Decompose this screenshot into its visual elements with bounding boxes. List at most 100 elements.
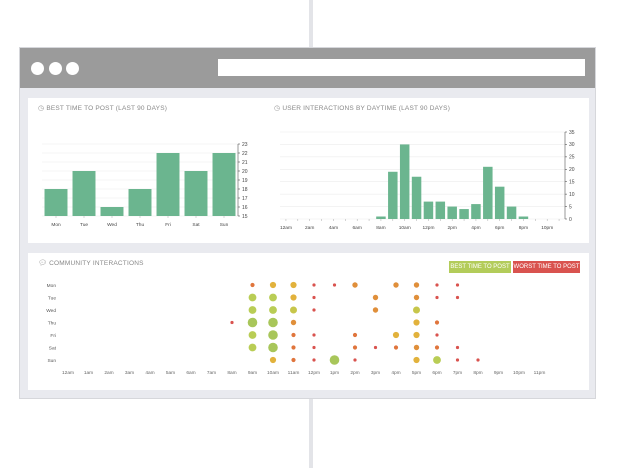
bar: [435, 201, 446, 219]
interaction-dot: [291, 345, 296, 350]
interaction-dot: [312, 295, 316, 300]
best-time-chart: 15 16 17 18 19 20 21 22 23 Mon Tue Wed Thu Fri Sat Sun: [42, 142, 248, 228]
window-dot-2[interactable]: [49, 62, 62, 75]
interaction-dot: [248, 293, 257, 302]
column-label: 9pm: [494, 370, 503, 376]
interaction-dot: [250, 282, 255, 288]
interaction-dot: [268, 317, 278, 328]
row-label: Tue: [48, 295, 56, 301]
address-bar[interactable]: [218, 59, 585, 76]
interaction-dot: [413, 356, 420, 364]
y-tick-label: 0: [569, 217, 572, 223]
interaction-dot: [248, 331, 257, 339]
column-label: 12pm: [308, 370, 320, 376]
interaction-dot: [413, 319, 420, 326]
column-label: 4pm: [391, 370, 400, 376]
x-tick-label: Tue: [80, 222, 88, 228]
row-label: Mon: [47, 283, 57, 289]
column-label: 1pm: [330, 370, 339, 376]
interactions-title: ◷ USER INTERACTIONS BY DAYTIME (LAST 90 D…: [274, 104, 450, 112]
browser-titlebar: [20, 48, 595, 88]
x-tick-label: 4pm: [471, 225, 480, 231]
column-label: 10am: [267, 370, 279, 376]
y-tick-label: 16: [242, 205, 248, 211]
interaction-dot: [290, 319, 297, 326]
x-tick-label: Sat: [192, 222, 200, 228]
best-time-legend-button[interactable]: BEST TIME TO POST: [449, 261, 511, 273]
column-label: 6am: [186, 370, 195, 376]
bar: [100, 207, 124, 216]
bar: [506, 206, 517, 219]
bar: [399, 144, 410, 219]
bar: [518, 216, 529, 219]
column-label: 12am: [62, 370, 74, 376]
bar: [494, 186, 505, 219]
interaction-dot: [269, 356, 277, 364]
bar: [376, 216, 386, 219]
best-time-title-text: BEST TIME TO POST (LAST 90 DAYS): [46, 105, 168, 112]
row-label: Thu: [48, 320, 57, 326]
y-tick-label: 20: [569, 167, 575, 173]
window-dot-3[interactable]: [66, 62, 79, 75]
window-dot-1[interactable]: [31, 62, 44, 75]
interaction-dot: [476, 358, 480, 362]
bar: [184, 171, 208, 216]
column-label: 7pm: [453, 370, 462, 376]
interaction-dot: [392, 331, 400, 339]
column-label: 10pm: [513, 370, 525, 376]
interaction-dot: [413, 306, 420, 314]
bar: [128, 189, 152, 216]
clock-icon: ◷: [38, 105, 45, 112]
y-tick-label: 25: [569, 155, 575, 161]
bar: [72, 171, 96, 216]
interactions-panel: ◷ USER INTERACTIONS BY DAYTIME (LAST 90 D…: [264, 98, 589, 243]
bar: [388, 171, 398, 219]
column-label: 7am: [207, 370, 216, 376]
y-tick-label: 19: [242, 178, 248, 184]
interaction-dot: [434, 320, 440, 325]
row-label: Fri: [50, 333, 56, 339]
interaction-dot: [291, 357, 296, 363]
bar: [447, 206, 457, 219]
x-tick-label: 8am: [376, 225, 385, 231]
interaction-dot: [290, 306, 297, 314]
x-tick-label: Sun: [220, 222, 229, 228]
bar: [411, 176, 422, 219]
y-tick-label: 15: [242, 214, 248, 220]
column-label: 3am: [125, 370, 134, 376]
column-label: 5am: [166, 370, 175, 376]
community-panel: 💬︎ COMMUNITY INTERACTIONS BEST TIME TO PO…: [28, 253, 589, 390]
interaction-dot: [290, 294, 297, 301]
x-tick-label: 10pm: [541, 225, 553, 231]
column-label: 8am: [227, 370, 236, 376]
row-label: Sun: [47, 358, 56, 364]
background-line-bottom: [309, 398, 313, 468]
interaction-dot: [455, 345, 460, 350]
column-label: 4am: [145, 370, 154, 376]
interaction-dot: [269, 306, 277, 314]
row-label: Wed: [46, 308, 56, 314]
y-tick-label: 5: [569, 204, 572, 210]
interaction-dot: [455, 283, 460, 287]
interaction-dot: [413, 282, 420, 288]
interaction-dot: [353, 358, 357, 362]
interaction-dot: [312, 283, 316, 287]
bar: [44, 189, 68, 216]
chat-bubble-icon: 💬︎: [38, 260, 48, 267]
interaction-dot: [312, 333, 316, 337]
interaction-dot: [413, 331, 420, 339]
y-tick-label: 15: [569, 180, 575, 186]
column-label: 1am: [84, 370, 93, 376]
background-line-top: [309, 0, 313, 48]
interaction-dot: [312, 308, 316, 312]
column-label: 5pm: [412, 370, 421, 376]
bar: [212, 153, 236, 216]
interaction-dot: [372, 294, 379, 301]
interaction-dot: [269, 281, 277, 289]
worst-time-legend-button[interactable]: WORST TIME TO POST: [513, 261, 580, 273]
y-tick-label: 35: [569, 130, 575, 136]
interaction-dot: [435, 333, 439, 337]
interaction-dot: [393, 282, 399, 288]
interaction-dot: [290, 281, 297, 289]
community-title-text: COMMUNITY INTERACTIONS: [49, 260, 144, 267]
